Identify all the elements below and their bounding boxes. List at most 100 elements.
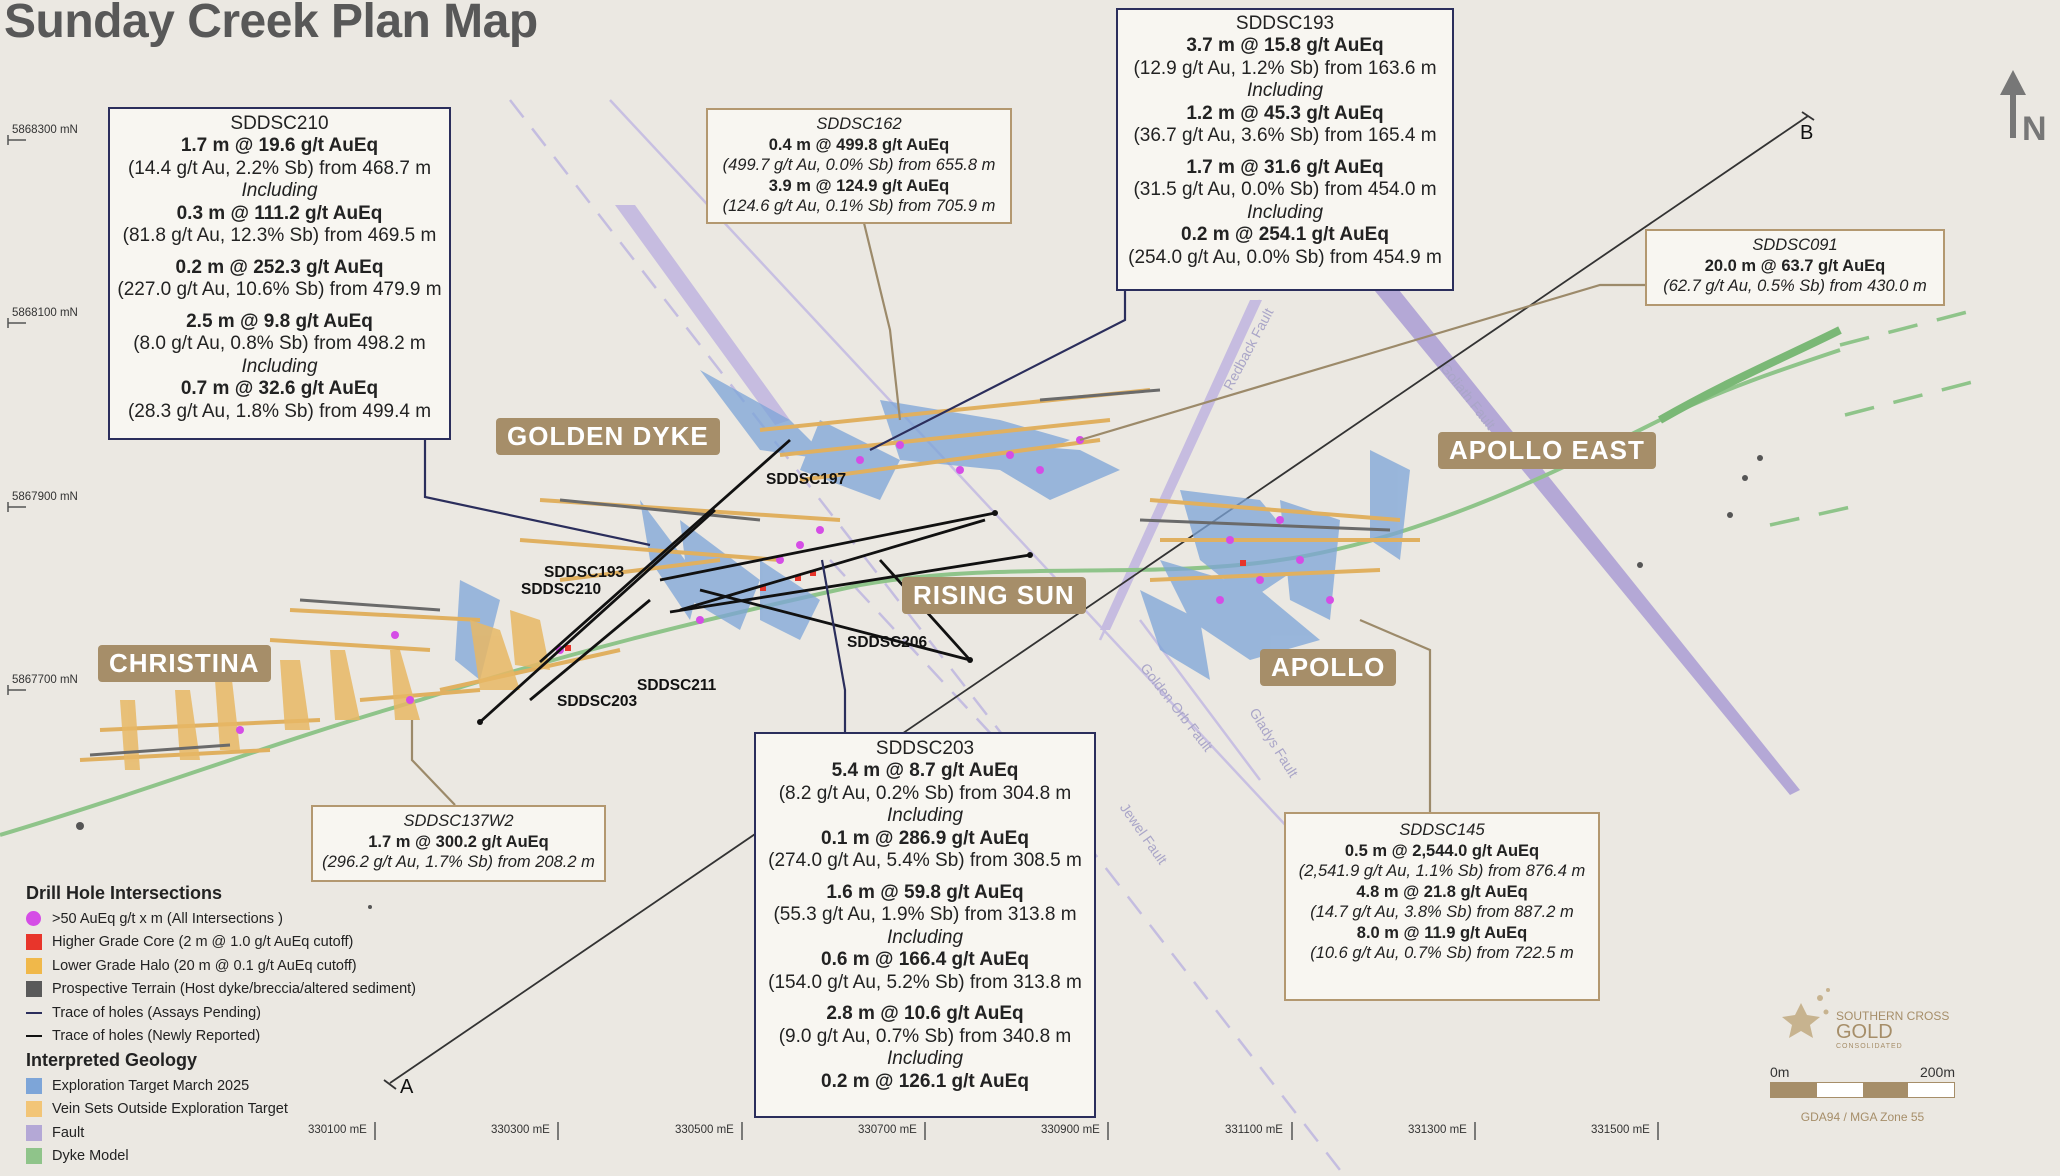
legend-label: Higher Grade Core (2 m @ 1.0 g/t AuEq cu… <box>52 934 354 951</box>
including-label: Including <box>1246 80 1324 101</box>
northing-label: 5868100 mN <box>12 307 78 319</box>
legend-label: >50 AuEq g/t x m (All Intersections ) <box>52 910 283 927</box>
intercept-value: 2.8 m @ 10.6 g/t AuEq <box>826 1003 1024 1024</box>
including-label: Including <box>886 1048 964 1069</box>
prospect-golden-dyke: GOLDEN DYKE <box>496 418 720 455</box>
intercept-detail: (124.6 g/t Au, 0.1% Sb) from 705.9 m <box>722 197 996 215</box>
prospect-apollo: APOLLO <box>1260 649 1397 686</box>
hole-label-sddsc197: SDDSC197 <box>766 471 847 488</box>
legend-swatch-icon <box>26 957 42 974</box>
north-arrow-icon <box>2000 70 2026 138</box>
intercept-detail: (274.0 g/t Au, 5.4% Sb) from 308.5 m <box>768 850 1082 871</box>
intercept-detail: (55.3 g/t Au, 1.9% Sb) from 313.8 m <box>773 904 1077 925</box>
intercept-value: 8.0 m @ 11.9 g/t AuEq <box>1356 923 1528 942</box>
easting-label: 330900 mE <box>1041 1124 1100 1136</box>
easting-label: 331300 mE <box>1408 1124 1467 1136</box>
intercept-value: 0.1 m @ 286.9 g/t AuEq <box>821 827 1029 849</box>
callout-sddsc193: SDDSC193 3.7 m @ 15.8 g/t AuEq (12.9 g/t … <box>1116 8 1454 291</box>
legend-label: Lower Grade Halo (20 m @ 0.1 g/t AuEq cu… <box>52 957 357 974</box>
hole-label-sddsc211: SDDSC211 <box>637 677 717 694</box>
grid-zone: GDA94 / MGA Zone 55 <box>1800 1110 1925 1124</box>
legend-label: Vein Sets Outside Exploration Target <box>52 1101 288 1118</box>
higher-grade-core <box>565 560 1246 651</box>
scale-right-label: 200m <box>1919 1064 1955 1080</box>
callout-header: SDDSC193 <box>1235 13 1335 34</box>
legend-item: Exploration Target March 2025 <box>26 1074 466 1098</box>
intercept-value: 1.7 m @ 300.2 g/t AuEq <box>368 832 549 851</box>
legend-label: Fault <box>52 1124 85 1141</box>
prospective-terrain <box>89 388 1391 757</box>
prospect-apollo-east: APOLLO EAST <box>1438 432 1656 469</box>
callout-gap <box>110 302 449 311</box>
logo-line1: SOUTHERN CROSS <box>1836 1009 1950 1023</box>
intercept-detail: (36.7 g/t Au, 3.6% Sb) from 165.4 m <box>1133 125 1437 146</box>
legend-item: Lower Grade Halo (20 m @ 0.1 g/t AuEq cu… <box>26 954 466 978</box>
intercept-value: 0.5 m @ 2,544.0 g/t AuEq <box>1344 841 1540 860</box>
coordinate-ticks <box>7 135 1659 1140</box>
legend-label: Trace of holes (Assays Pending) <box>52 1004 262 1021</box>
callout-sddsc145: SDDSC145 0.5 m @ 2,544.0 g/t AuEq (2,541.… <box>1284 812 1600 1001</box>
including-label: Including <box>1246 201 1324 223</box>
hole-label-sddsc206: SDDSC206 <box>847 634 928 651</box>
legend-line-icon <box>26 1035 42 1038</box>
section-label-b: B <box>1800 122 1814 144</box>
intercept-detail: (9.0 g/t Au, 0.7% Sb) from 340.8 m <box>778 1025 1072 1047</box>
legend-heading: Drill Hole Intersections <box>26 883 223 903</box>
intercept-value: 0.7 m @ 32.6 g/t AuEq <box>180 378 379 399</box>
callout-sddsc203: SDDSC203 5.4 m @ 8.7 g/t AuEq (8.2 g/t Au… <box>754 732 1096 1118</box>
intercept-value: 3.9 m @ 124.9 g/t AuEq <box>768 176 950 195</box>
callout-header: SDDSC137W2 <box>403 812 514 830</box>
easting-label: 330300 mE <box>491 1124 550 1136</box>
callout-sddsc091: SDDSC091 20.0 m @ 63.7 g/t AuEq (62.7 g/t… <box>1645 229 1945 306</box>
easting-label: 330700 mE <box>858 1124 917 1136</box>
intercept-detail: (81.8 g/t Au, 12.3% Sb) from 469.5 m <box>122 225 437 246</box>
legend-line-icon <box>26 1011 42 1014</box>
callout-header: SDDSC162 <box>816 115 902 133</box>
callout-sddsc210: SDDSC210 1.7 m @ 19.6 g/t AuEq (14.4 g/t … <box>108 107 451 440</box>
legend-swatch-icon <box>26 1148 42 1165</box>
intercept-value: 0.2 m @ 252.3 g/t AuEq <box>175 256 384 278</box>
legend-label: Trace of holes (Newly Reported) <box>52 1028 261 1045</box>
intercept-detail: (31.5 g/t Au, 0.0% Sb) from 454.0 m <box>1133 179 1437 200</box>
intercept-detail: (2,541.9 g/t Au, 1.1% Sb) from 876.4 m <box>1298 862 1586 880</box>
easting-label: 330500 mE <box>675 1124 734 1136</box>
intercept-detail: (14.7 g/t Au, 3.8% Sb) from 887.2 m <box>1310 903 1574 921</box>
intercept-detail: (154.0 g/t Au, 5.2% Sb) from 313.8 m <box>768 971 1082 993</box>
hole-label-sddsc193: SDDSC193 <box>544 564 625 581</box>
legend-item: Trace of holes (Assays Pending) <box>26 1001 466 1025</box>
intercept-value: 4.8 m @ 21.8 g/t AuEq <box>1356 882 1528 901</box>
hole-label-sddsc210: SDDSC210 <box>521 581 602 598</box>
intercept-value: 1.6 m @ 59.8 g/t AuEq <box>826 881 1024 903</box>
goliath-fault-band <box>1370 285 1800 795</box>
northing-label: 5868300 mN <box>12 124 78 136</box>
intersection-dots <box>236 436 1334 734</box>
legend-label: Dyke Model <box>52 1148 129 1165</box>
easting-label: 330100 mE <box>308 1124 367 1136</box>
legend-item: Dyke Model <box>26 1145 466 1169</box>
intercept-detail: (296.2 g/t Au, 1.7% Sb) from 208.2 m <box>322 853 595 871</box>
legend: Drill Hole Intersections >50 AuEq g/t x … <box>26 883 466 1168</box>
intercept-detail: (8.0 g/t Au, 0.8% Sb) from 498.2 m <box>133 333 426 354</box>
section-line <box>389 115 1809 1084</box>
intercept-value: 0.4 m @ 499.8 g/t AuEq <box>768 135 950 154</box>
legend-item: Fault <box>26 1121 466 1145</box>
callout-header: SDDSC210 <box>230 113 329 134</box>
legend-swatch-icon <box>26 1101 42 1118</box>
callout-sddsc162: SDDSC162 0.4 m @ 499.8 g/t AuEq (499.7 g/… <box>706 108 1012 224</box>
prospect-christina: CHRISTINA <box>98 645 271 682</box>
north-label: N <box>2022 110 2047 148</box>
intercept-detail: (254.0 g/t Au, 0.0% Sb) from 454.9 m <box>1128 246 1442 268</box>
intercept-detail: (8.2 g/t Au, 0.2% Sb) from 304.8 m <box>778 782 1072 804</box>
intercept-detail: (10.6 g/t Au, 0.7% Sb) from 722.5 m <box>1310 944 1574 962</box>
including-label: Including <box>241 180 318 201</box>
including-label: Including <box>241 355 318 377</box>
legend-dot-icon <box>26 911 41 927</box>
logo-star-icon <box>1782 988 1830 1038</box>
easting-label: 331500 mE <box>1591 1124 1650 1136</box>
hole-label-sddsc203: SDDSC203 <box>557 693 638 710</box>
legend-swatch-icon <box>26 1077 42 1094</box>
legend-swatch-icon <box>26 934 42 951</box>
intercept-detail: (499.7 g/t Au, 0.0% Sb) from 655.8 m <box>722 156 996 174</box>
intercept-detail: (28.3 g/t Au, 1.8% Sb) from 499.4 m <box>127 400 432 422</box>
legend-item: >50 AuEq g/t x m (All Intersections ) <box>26 907 466 931</box>
